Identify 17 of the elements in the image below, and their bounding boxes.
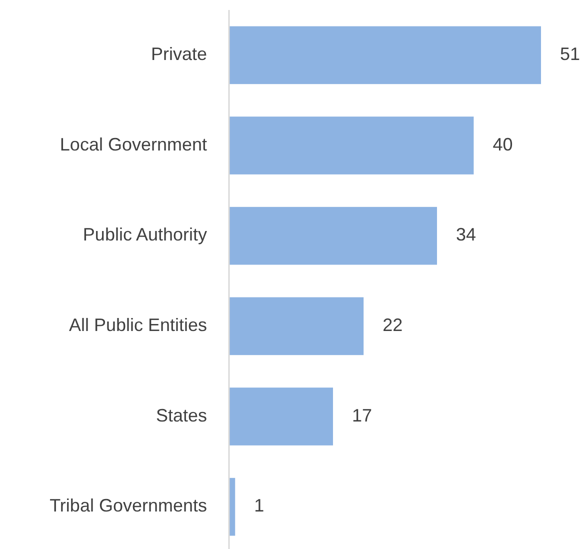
y-tick-label: States bbox=[156, 405, 207, 426]
y-tick-label: Private bbox=[150, 44, 207, 64]
data-label: 22 bbox=[382, 314, 403, 335]
data-label: 40 bbox=[492, 134, 513, 154]
bar bbox=[229, 26, 541, 84]
y-tick-label: Local Government bbox=[60, 134, 207, 154]
bar bbox=[229, 116, 474, 174]
bar bbox=[229, 388, 333, 446]
y-tick-label: All Public Entities bbox=[68, 314, 207, 335]
data-label: 51 bbox=[560, 44, 580, 64]
bar bbox=[229, 206, 437, 265]
y-tick-label: Public Authority bbox=[82, 224, 207, 245]
y-tick-label: Tribal Governments bbox=[50, 496, 207, 516]
data-label: 34 bbox=[456, 224, 476, 245]
data-label: 1 bbox=[254, 496, 264, 516]
data-label: 17 bbox=[352, 405, 372, 426]
bar bbox=[229, 297, 364, 356]
